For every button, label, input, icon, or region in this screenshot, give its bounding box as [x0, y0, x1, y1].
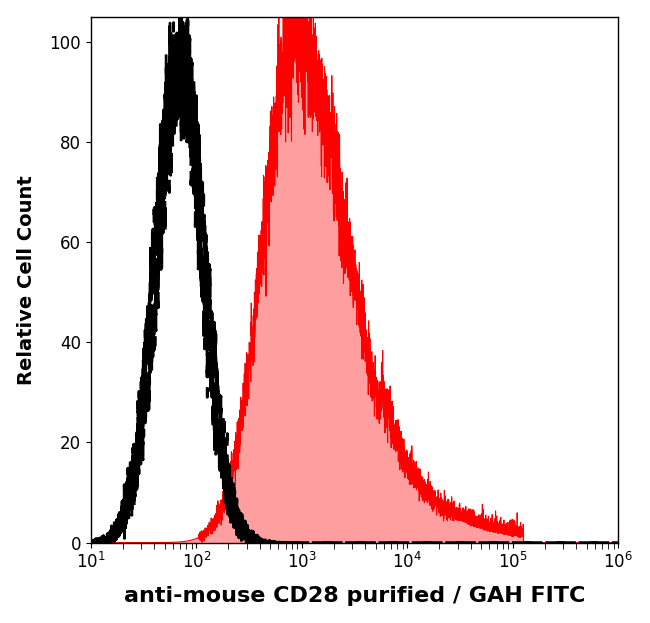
- X-axis label: anti-mouse CD28 purified / GAH FITC: anti-mouse CD28 purified / GAH FITC: [124, 586, 585, 606]
- Y-axis label: Relative Cell Count: Relative Cell Count: [17, 175, 36, 384]
